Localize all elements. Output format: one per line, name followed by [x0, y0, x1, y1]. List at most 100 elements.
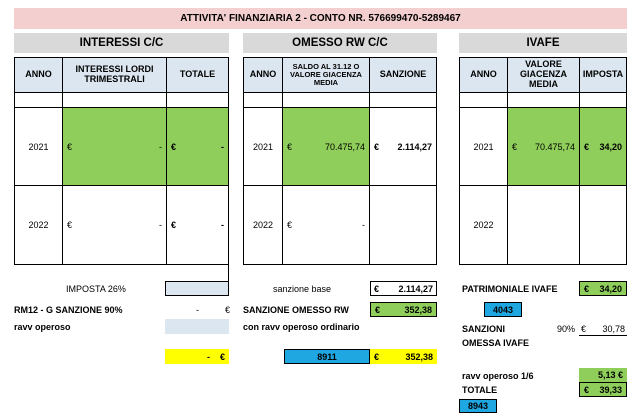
ravv-operoso-box — [165, 319, 229, 334]
currency-symbol: € — [287, 141, 293, 152]
spacer-cell — [369, 92, 437, 108]
ravv-operoso-label: ravv operoso — [14, 322, 71, 332]
currency-symbol: € — [374, 351, 380, 362]
ivafe-row-2021-imposta: € 34,20 — [579, 107, 627, 186]
ivafe-row-2022-valore — [507, 185, 580, 265]
col-header-imposta: IMPOSTA — [579, 57, 627, 93]
totale-label: TOTALE — [462, 385, 498, 395]
code-4043-box: 4043 — [484, 302, 522, 317]
spacer-cell — [14, 92, 63, 108]
ivafe-2021-valore: 70.475,74 — [534, 141, 575, 152]
omesso-row-2021-sanzione: € 2.114,27 — [369, 107, 437, 186]
ravv-16-label: ravv operoso 1/6 — [462, 371, 534, 381]
sanzioni-value: 30,78 — [602, 323, 625, 334]
patrimoniale-value: 34,20 — [599, 283, 622, 294]
currency-symbol: € — [584, 141, 590, 152]
ravv-ordinario-label: con ravv operoso ordinario — [243, 322, 360, 332]
currency-symbol: € — [67, 141, 73, 152]
sanzione-base-label: sanzione base — [273, 284, 332, 294]
interessi-row-2021-value: € - — [62, 107, 167, 186]
ivafe-row-2022-anno: 2022 — [459, 185, 508, 265]
sanzione-omesso-box: € 352,38 — [370, 302, 437, 317]
spacer-cell — [243, 92, 283, 108]
currency-symbol: € — [287, 220, 293, 230]
col-header-interessi: INTERESSI LORDI TRIMESTRALI — [62, 57, 167, 93]
omesso-section-title: OMESSO RW C/C — [243, 33, 437, 53]
omesso-2022-saldo: - — [362, 220, 365, 230]
ravv-ordinario-value: 352,38 — [405, 351, 433, 362]
omesso-row-2022-anno: 2022 — [243, 185, 283, 265]
totale-box: € 39,33 — [579, 382, 627, 397]
currency-symbol: € — [584, 384, 590, 395]
interessi-section-title: INTERESSI C/C — [14, 33, 229, 53]
sanzioni-value-cell: € 30,78 — [579, 322, 627, 336]
interessi-row-2022-anno: 2022 — [14, 185, 63, 265]
imposta-26-label: IMPOSTA 26% — [66, 284, 126, 294]
omessa-ivafe-label: OMESSA IVAFE — [462, 338, 530, 348]
sanzioni-label: SANZIONI — [462, 324, 506, 334]
sheet-title: ATTIVITA' FINANZIARIA 2 - CONTO NR. 5766… — [14, 8, 627, 29]
col-header-valore: VALORE GIACENZA MEDIA — [507, 57, 580, 93]
currency-symbol: € — [581, 323, 587, 334]
sanzione-base-box: € 2.114,27 — [370, 281, 437, 296]
ivafe-section-title: IVAFE — [459, 33, 627, 53]
currency-symbol: € — [374, 283, 380, 294]
ravv-16-value: 5,13 € — [597, 370, 623, 380]
interessi-row-2022-totale: € - — [166, 185, 229, 265]
interessi-row-2021-totale: € - — [166, 107, 229, 186]
currency-symbol: € — [375, 304, 381, 315]
sanzione-base-value: 2.114,27 — [398, 283, 433, 294]
ivafe-row-2021-valore: € 70.475,74 — [507, 107, 580, 186]
spacer-cell — [62, 92, 167, 108]
interessi-row-2021-anno: 2021 — [14, 107, 63, 186]
col-header-anno: ANNO — [459, 57, 508, 93]
interessi-row-2022-value: € - — [62, 185, 167, 265]
currency-symbol: € — [512, 141, 518, 152]
interessi-2021-totale: - — [221, 141, 224, 152]
interessi-2021-interessi: - — [159, 141, 162, 152]
patrimoniale-label: PATRIMONIALE IVAFE — [462, 284, 558, 294]
code-8911-box: 8911 — [284, 349, 370, 364]
totale-value: 39,33 — [599, 384, 622, 395]
omesso-row-2022-saldo: € - — [282, 185, 370, 265]
col-header-sanzione: SANZIONE — [369, 57, 437, 93]
currency-symbol: € — [67, 220, 73, 230]
spacer-cell — [507, 92, 580, 108]
spacer-cell — [459, 92, 508, 108]
spacer-cell — [282, 92, 370, 108]
ravv-16-box: 5,13 € — [579, 368, 627, 382]
interessi-2022-totale: - — [221, 220, 224, 230]
rm12-value: - € — [196, 303, 230, 317]
interessi-total-box: - € — [165, 349, 229, 364]
ivafe-row-2021-anno: 2021 — [459, 107, 508, 186]
currency-symbol: € — [171, 220, 177, 230]
rm12-label: RM12 - G SANZIONE 90% — [14, 305, 123, 315]
spacer-cell — [166, 92, 229, 108]
sanzione-omesso-label: SANZIONE OMESSO RW — [243, 305, 349, 315]
code-8943-box: 8943 — [459, 399, 497, 413]
sanzione-omesso-value: 352,38 — [404, 304, 432, 315]
ravv-ordinario-box: € 352,38 — [370, 349, 437, 364]
col-header-anno: ANNO — [14, 57, 63, 93]
col-header-totale: TOTALE — [166, 57, 229, 93]
ivafe-2021-imposta: 34,20 — [599, 141, 622, 152]
col-header-saldo: SALDO AL 31.12 O VALORE GIACENZA MEDIA — [282, 57, 370, 93]
spacer-cell — [579, 92, 627, 108]
rm12-dash: - — [196, 305, 199, 315]
col-header-anno: ANNO — [243, 57, 283, 93]
omesso-row-2021-anno: 2021 — [243, 107, 283, 186]
omesso-row-2021-saldo: € 70.475,74 — [282, 107, 370, 186]
currency-symbol: € — [224, 305, 230, 315]
patrimoniale-box: € 34,20 — [579, 281, 627, 296]
imposta-26-box — [165, 281, 229, 296]
currency-symbol: € — [219, 351, 225, 362]
currency-symbol: € — [374, 141, 380, 152]
pct-label: 90% — [557, 324, 576, 334]
currency-symbol: € — [171, 141, 177, 152]
omesso-2021-sanzione: 2.114,27 — [397, 141, 432, 152]
omesso-row-2022-sanzione — [369, 185, 437, 265]
currency-symbol: € — [584, 283, 590, 294]
yellow-dash: - — [206, 351, 210, 362]
ivafe-row-2022-imposta — [579, 185, 627, 265]
divider-line — [228, 264, 229, 282]
